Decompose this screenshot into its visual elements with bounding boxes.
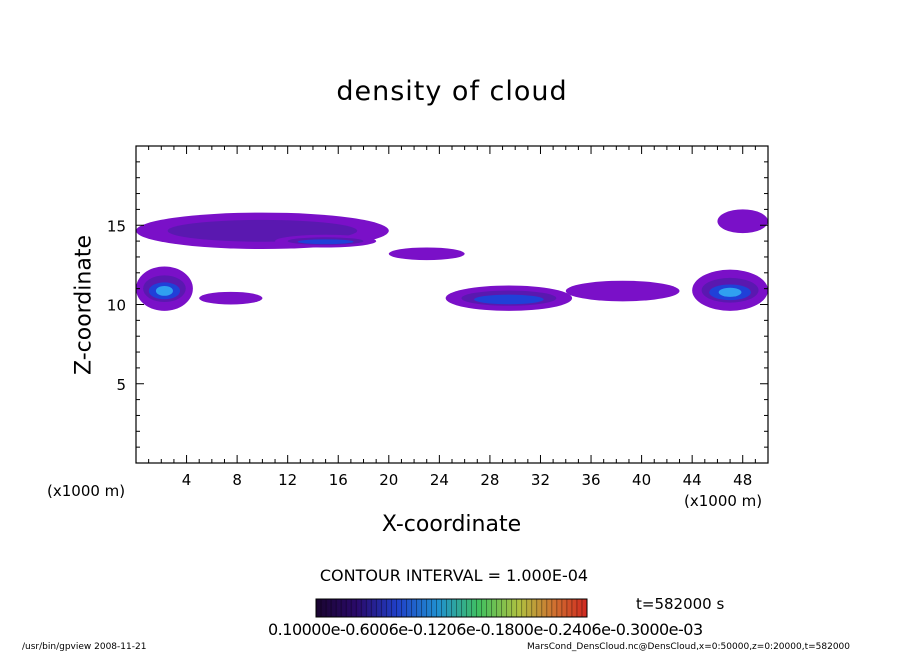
y-tick-label: 10 xyxy=(107,297,126,315)
x-axis: 4 8 12 16 20 24 28 32 36 40 44 48 xyxy=(148,146,756,489)
chart-title: density of cloud xyxy=(336,76,568,107)
y-tick-label: 5 xyxy=(116,376,126,394)
footer-source: MarsCond_DensCloud.nc@DensCloud,x=0:5000… xyxy=(527,642,850,652)
cloud-region-1 xyxy=(388,247,465,261)
x-tick-label: 8 xyxy=(232,471,242,489)
cloud-region-8 xyxy=(717,209,768,234)
colorbar-tick-labels: 0.10000e-0.6006e-0.1206e-0.1800e-0.2406e… xyxy=(268,620,703,639)
x-tick-label: 20 xyxy=(379,471,398,489)
cloud-region-4 xyxy=(199,291,263,305)
x-tick-label: 4 xyxy=(182,471,192,489)
cloud-high-2 xyxy=(297,239,354,245)
x-tick-label: 32 xyxy=(531,471,550,489)
contour-interval: CONTOUR INTERVAL = 1.000E-04 xyxy=(319,566,589,585)
x-tick-label: 40 xyxy=(632,471,651,489)
cloud-region-6 xyxy=(565,280,680,302)
x-tick-label: 44 xyxy=(683,471,702,489)
cloud-high-5 xyxy=(474,294,544,305)
cloud-peak-7 xyxy=(718,287,742,297)
cloud-density-field xyxy=(136,209,768,311)
y-axis: 5 10 15 xyxy=(107,161,768,448)
x-tick-label: 24 xyxy=(430,471,449,489)
x-tick-label: 16 xyxy=(329,471,348,489)
x-tick-label: 48 xyxy=(733,471,752,489)
x-tick-label: 28 xyxy=(480,471,499,489)
footer-program: /usr/bin/gpview 2008-11-21 xyxy=(22,642,147,652)
y-axis-unit: (x1000 m) xyxy=(47,482,126,500)
time-label: t=582000 s xyxy=(636,595,725,613)
colorbar xyxy=(315,598,588,618)
cloud-peak-3 xyxy=(155,285,173,296)
y-tick-label: 15 xyxy=(107,217,126,235)
y-axis-label: Z-coordinate xyxy=(71,235,97,375)
x-tick-label: 36 xyxy=(581,471,600,489)
x-tick-label: 12 xyxy=(278,471,297,489)
x-axis-unit: (x1000 m) xyxy=(684,492,763,510)
x-axis-label: X-coordinate xyxy=(381,512,522,537)
